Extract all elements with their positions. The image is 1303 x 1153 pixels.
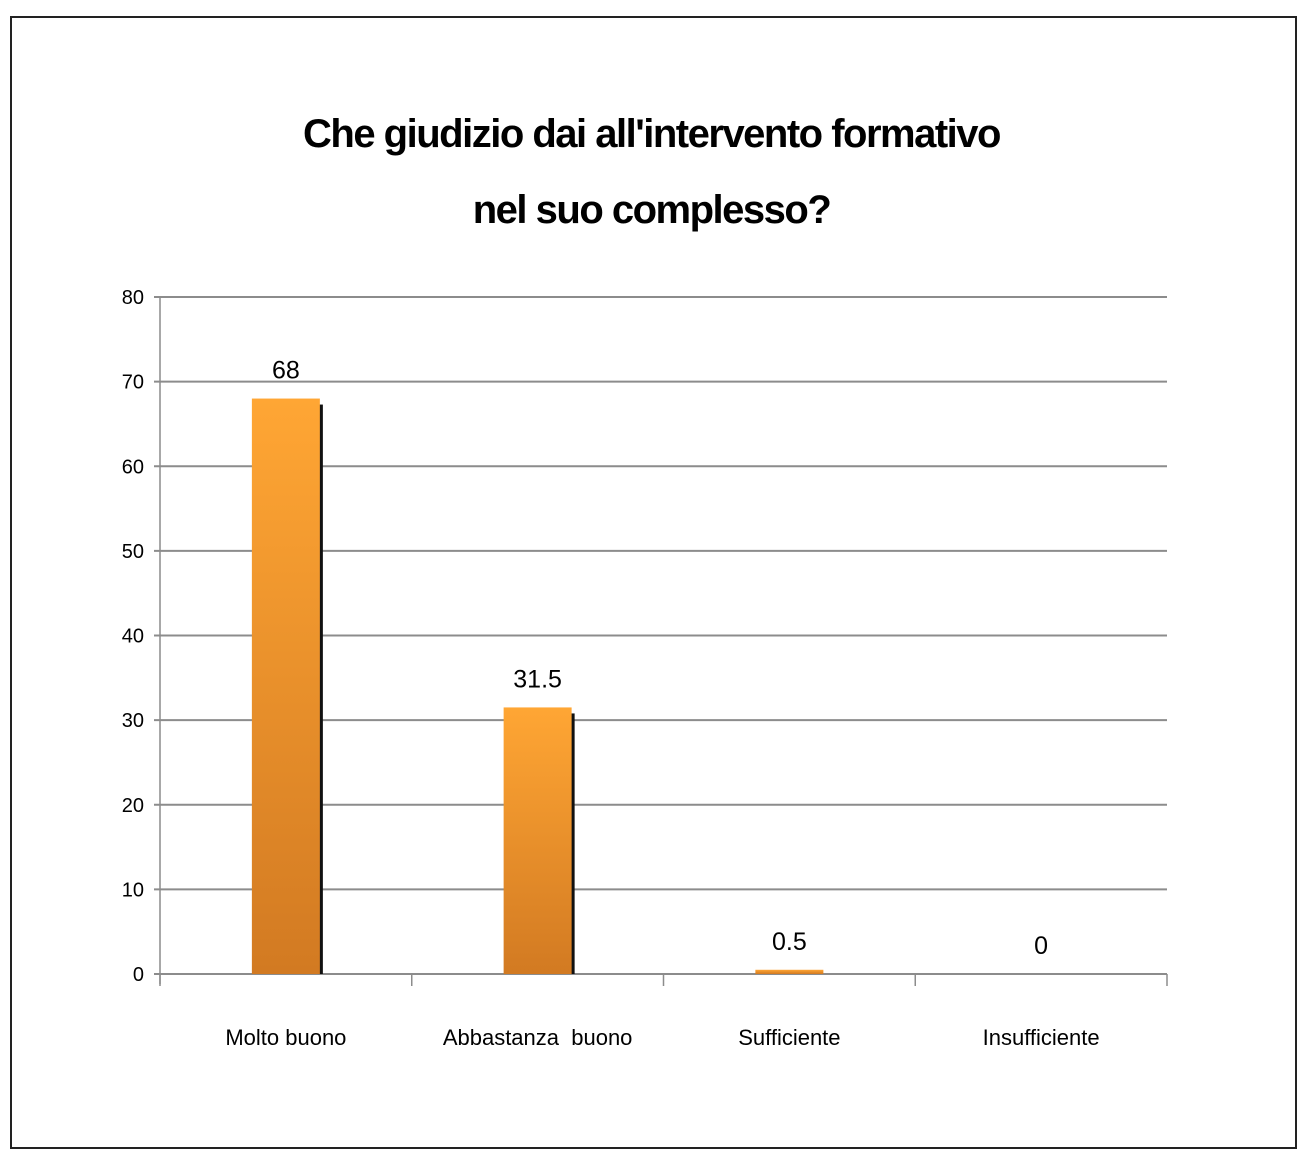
y-tick-label: 70 xyxy=(122,372,144,394)
chart-title-line-1: Che giudizio dai all'intervento formativ… xyxy=(303,112,1001,156)
chart-title-line-2: nel suo complesso? xyxy=(472,188,832,232)
y-tick-label: 80 xyxy=(122,287,144,309)
bar xyxy=(755,969,824,974)
category-label: Abbastanza buono xyxy=(443,1025,633,1050)
data-label: 0.5 xyxy=(772,928,807,956)
category-label: Sufficiente xyxy=(738,1025,840,1050)
y-tick-label: 30 xyxy=(122,710,144,732)
category-label: Insufficiente xyxy=(983,1025,1100,1050)
y-tick-label: 20 xyxy=(122,795,144,817)
bar xyxy=(251,398,320,974)
y-tick-label: 60 xyxy=(122,456,144,478)
category-label: Molto buono xyxy=(225,1025,346,1050)
data-label: 31.5 xyxy=(513,665,562,693)
data-label: 68 xyxy=(272,357,300,385)
y-tick-label: 50 xyxy=(122,541,144,563)
data-label: 0 xyxy=(1034,932,1048,960)
y-tick-label: 0 xyxy=(133,964,144,986)
y-tick-label: 40 xyxy=(122,626,144,648)
bar xyxy=(503,707,572,974)
chart-frame xyxy=(10,16,1297,1149)
y-tick-label: 10 xyxy=(122,879,144,901)
